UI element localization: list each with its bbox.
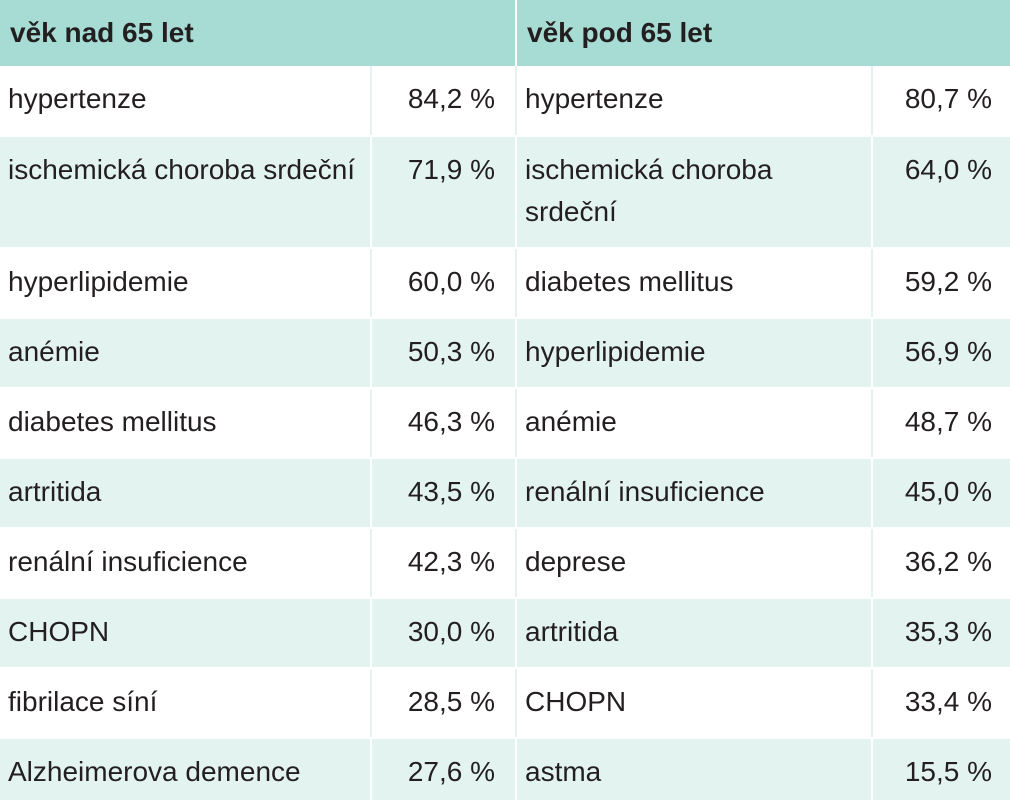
table-row: ischemická choroba srdeční 71,9 % ischem…: [0, 136, 1010, 249]
over-65-condition: ischemická choroba srdeční: [0, 136, 372, 249]
over-65-percentage: 60,0 %: [371, 248, 517, 319]
under-65-condition: ischemická choroba srdeční: [516, 136, 873, 249]
table-row: renální insuficience 42,3 % deprese 36,2…: [0, 528, 1010, 599]
under-65-condition: renální insuficience: [516, 458, 873, 529]
table-row: fibrilace síní 28,5 % CHOPN 33,4 %: [0, 668, 1010, 739]
over-65-percentage: 46,3 %: [371, 388, 517, 459]
header-under-65: věk pod 65 let: [516, 0, 1010, 66]
under-65-condition: astma: [516, 738, 873, 800]
over-65-percentage: 71,9 %: [371, 136, 517, 249]
table-header-row: věk nad 65 let věk pod 65 let: [0, 0, 1010, 66]
under-65-percentage: 56,9 %: [872, 318, 1010, 389]
under-65-percentage: 45,0 %: [872, 458, 1010, 529]
over-65-condition: CHOPN: [0, 598, 372, 669]
table-row: artritida 43,5 % renální insuficience 45…: [0, 458, 1010, 529]
over-65-condition: fibrilace síní: [0, 668, 372, 739]
table-row: hypertenze 84,2 % hypertenze 80,7 %: [0, 66, 1010, 137]
over-65-percentage: 30,0 %: [371, 598, 517, 669]
over-65-percentage: 43,5 %: [371, 458, 517, 529]
over-65-percentage: 42,3 %: [371, 528, 517, 599]
under-65-percentage: 33,4 %: [872, 668, 1010, 739]
under-65-percentage: 15,5 %: [872, 738, 1010, 800]
under-65-percentage: 80,7 %: [872, 66, 1010, 137]
over-65-condition: anémie: [0, 318, 372, 389]
under-65-condition: artritida: [516, 598, 873, 669]
table-row: CHOPN 30,0 % artritida 35,3 %: [0, 598, 1010, 669]
header-over-65: věk nad 65 let: [0, 0, 517, 66]
under-65-condition: anémie: [516, 388, 873, 459]
under-65-condition: diabetes mellitus: [516, 248, 873, 319]
table-row: anémie 50,3 % hyperlipidemie 56,9 %: [0, 318, 1010, 389]
under-65-condition: deprese: [516, 528, 873, 599]
table-row: diabetes mellitus 46,3 % anémie 48,7 %: [0, 388, 1010, 459]
under-65-percentage: 59,2 %: [872, 248, 1010, 319]
over-65-condition: renální insuficience: [0, 528, 372, 599]
over-65-percentage: 50,3 %: [371, 318, 517, 389]
table-row: hyperlipidemie 60,0 % diabetes mellitus …: [0, 248, 1010, 319]
under-65-percentage: 64,0 %: [872, 136, 1010, 249]
under-65-percentage: 35,3 %: [872, 598, 1010, 669]
over-65-condition: artritida: [0, 458, 372, 529]
under-65-percentage: 36,2 %: [872, 528, 1010, 599]
under-65-condition: hypertenze: [516, 66, 873, 137]
over-65-condition: hyperlipidemie: [0, 248, 372, 319]
table-row: Alzheimerova demence 27,6 % astma 15,5 %: [0, 738, 1010, 800]
under-65-percentage: 48,7 %: [872, 388, 1010, 459]
over-65-percentage: 84,2 %: [371, 66, 517, 137]
over-65-condition: diabetes mellitus: [0, 388, 372, 459]
under-65-condition: CHOPN: [516, 668, 873, 739]
over-65-percentage: 28,5 %: [371, 668, 517, 739]
over-65-condition: hypertenze: [0, 66, 372, 137]
over-65-condition: Alzheimerova demence: [0, 738, 372, 800]
under-65-condition: hyperlipidemie: [516, 318, 873, 389]
over-65-percentage: 27,6 %: [371, 738, 517, 800]
